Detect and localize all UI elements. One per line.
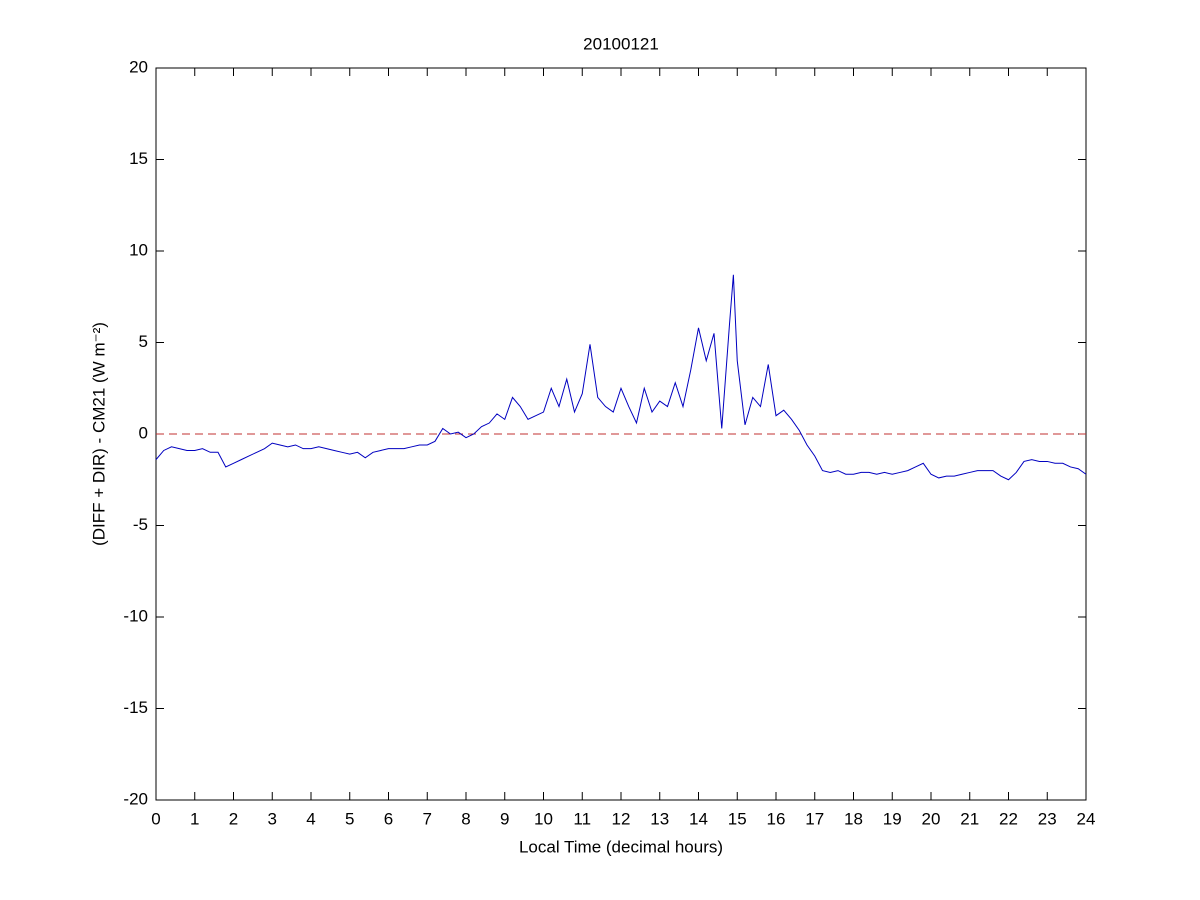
x-tick-label: 14 — [689, 809, 708, 828]
x-tick-label: 0 — [151, 809, 160, 828]
y-tick-label: -15 — [123, 698, 148, 717]
x-tick-label: 10 — [534, 809, 553, 828]
x-tick-label: 13 — [650, 809, 669, 828]
y-tick-label: -20 — [123, 789, 148, 808]
x-tick-label: 24 — [1077, 809, 1096, 828]
x-tick-label: 8 — [461, 809, 470, 828]
x-tick-label: 6 — [384, 809, 393, 828]
x-tick-label: 12 — [612, 809, 631, 828]
x-tick-label: 15 — [728, 809, 747, 828]
x-tick-label: 11 — [573, 809, 591, 828]
x-tick-label: 19 — [883, 809, 902, 828]
x-tick-label: 18 — [844, 809, 863, 828]
x-tick-label: 21 — [960, 809, 979, 828]
x-tick-label: 3 — [268, 809, 277, 828]
x-tick-label: 22 — [999, 809, 1018, 828]
y-axis-label: (DIFF + DIR) - CM21 (W m⁻²) — [89, 322, 108, 546]
y-tick-label: 10 — [129, 240, 148, 259]
x-tick-label: 17 — [805, 809, 824, 828]
y-tick-label: 15 — [129, 149, 148, 168]
y-tick-label: 20 — [129, 57, 148, 76]
data-line — [155, 274, 1087, 481]
x-tick-label: 1 — [190, 809, 199, 828]
y-tick-label: -10 — [123, 606, 148, 625]
x-tick-label: 20 — [922, 809, 941, 828]
y-tick-label: -5 — [133, 515, 148, 534]
y-tick-label: 0 — [139, 423, 148, 442]
chart-title: 20100121 — [583, 34, 659, 53]
y-tick-label: 5 — [139, 332, 148, 351]
x-tick-label: 7 — [423, 809, 432, 828]
x-tick-label: 5 — [345, 809, 354, 828]
x-tick-label: 4 — [306, 809, 315, 828]
x-axis-label: Local Time (decimal hours) — [519, 837, 723, 856]
x-tick-label: 16 — [767, 809, 786, 828]
x-tick-label: 2 — [229, 809, 238, 828]
x-tick-label: 23 — [1038, 809, 1057, 828]
x-tick-label: 9 — [500, 809, 509, 828]
